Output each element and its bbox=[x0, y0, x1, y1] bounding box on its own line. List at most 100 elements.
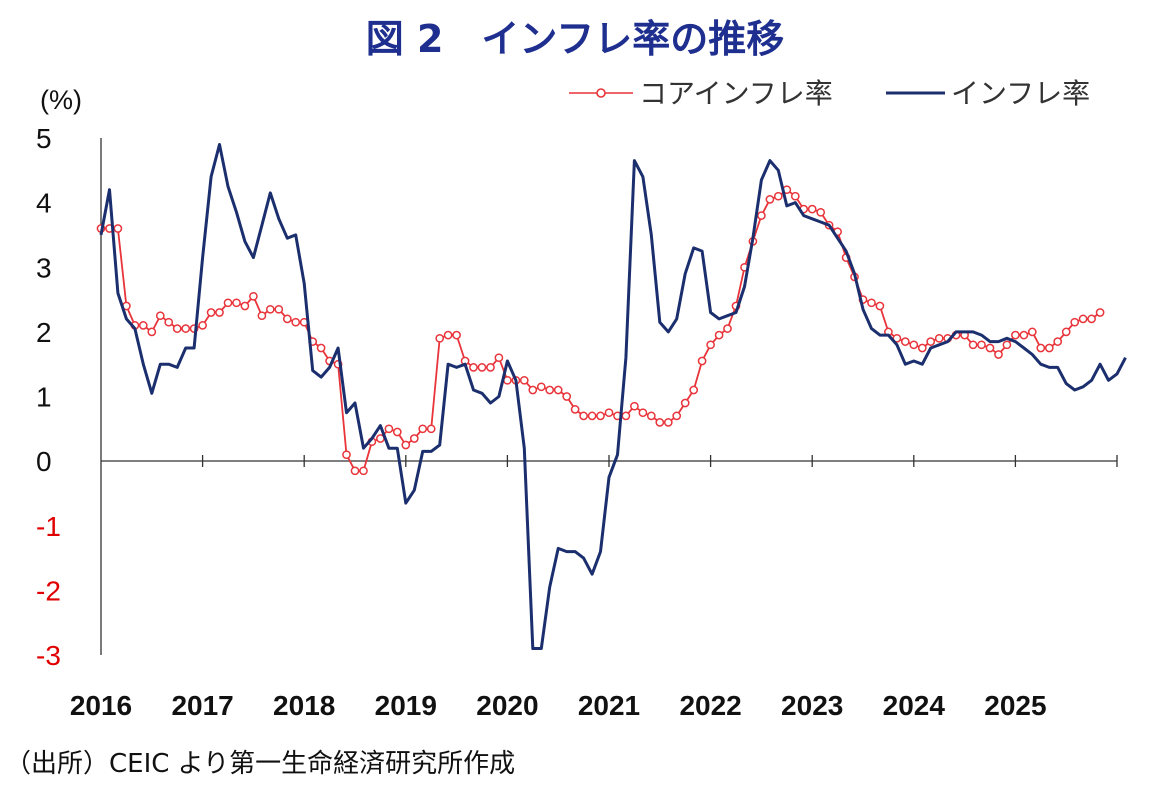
legend-core-marker bbox=[596, 88, 606, 98]
core-inflation-point bbox=[892, 333, 902, 343]
x-tick-label: 2018 bbox=[273, 690, 335, 721]
core-inflation-point bbox=[663, 418, 673, 427]
chart-title: 図 2 インフレ率の推移 bbox=[366, 17, 785, 61]
y-tick-label: 2 bbox=[36, 317, 52, 348]
core-inflation-point bbox=[257, 311, 267, 321]
core-inflation-point bbox=[155, 311, 165, 321]
x-tick-label: 2023 bbox=[781, 690, 843, 721]
core-inflation-point bbox=[486, 363, 495, 372]
core-inflation-point bbox=[900, 337, 910, 346]
core-inflation-point bbox=[147, 327, 157, 337]
core-inflation-point bbox=[714, 330, 724, 340]
core-inflation-point bbox=[206, 308, 216, 317]
y-tick-label: 4 bbox=[36, 188, 52, 219]
core-inflation-point bbox=[570, 405, 580, 414]
core-inflation-point bbox=[934, 333, 944, 343]
core-inflation-point bbox=[638, 408, 648, 418]
core-inflation-point bbox=[723, 324, 732, 333]
core-inflation-point bbox=[1095, 308, 1105, 317]
source-note: （出所）CEIC より第一生命経済研究所作成 bbox=[5, 749, 515, 779]
x-tick-label: 2016 bbox=[70, 690, 132, 721]
y-tick-labels: 5 4 3 2 1 0 -1 -2 -3 bbox=[36, 123, 61, 671]
core-inflation-point bbox=[443, 330, 453, 340]
core-inflation-point bbox=[392, 427, 402, 437]
core-inflation-point bbox=[240, 301, 250, 311]
core-inflation-point bbox=[138, 321, 148, 330]
core-inflation-point bbox=[680, 398, 690, 408]
core-inflation-point bbox=[172, 324, 182, 333]
core-inflation-point bbox=[816, 207, 826, 217]
core-inflation-point bbox=[587, 411, 597, 421]
core-inflation-point bbox=[316, 343, 326, 353]
core-inflation-point bbox=[875, 301, 885, 311]
core-inflation-point bbox=[113, 224, 123, 233]
x-tick-labels: 2016 2017 2018 2019 2020 2021 2022 2023 2024 2025 bbox=[70, 690, 1047, 721]
y-tick-label: -1 bbox=[36, 511, 61, 542]
core-inflation-point bbox=[282, 314, 292, 324]
core-inflation-point bbox=[418, 424, 428, 434]
core-inflation-point bbox=[181, 324, 191, 333]
y-tick-label: 1 bbox=[36, 382, 52, 413]
core-inflation-point bbox=[350, 466, 360, 476]
core-inflation-point bbox=[604, 408, 614, 418]
core-inflation-point bbox=[672, 411, 682, 421]
core-inflation-point bbox=[596, 411, 605, 421]
y-tick-label: -2 bbox=[36, 575, 61, 606]
x-tick-label: 2024 bbox=[883, 690, 946, 721]
core-inflation-point bbox=[1070, 317, 1080, 327]
core-inflation-point bbox=[359, 466, 368, 476]
x-tick-label: 2025 bbox=[984, 690, 1046, 721]
core-inflation-point bbox=[536, 382, 546, 392]
x-tick-marks bbox=[201, 455, 1118, 467]
core-inflation-point bbox=[401, 440, 411, 450]
legend-headline-label: インフレ率 bbox=[951, 77, 1090, 110]
core-inflation-point bbox=[1078, 314, 1088, 324]
core-inflation-point bbox=[409, 434, 419, 443]
x-tick-label: 2017 bbox=[171, 690, 233, 721]
core-inflation-point bbox=[655, 418, 665, 427]
core-inflation-point bbox=[773, 191, 783, 201]
legend-core-label: コアインフレ率 bbox=[639, 77, 833, 110]
core-inflation-point bbox=[867, 298, 876, 308]
x-tick-label: 2020 bbox=[476, 690, 538, 721]
core-inflation-point bbox=[519, 375, 529, 385]
core-inflation-point bbox=[528, 385, 538, 395]
core-inflation-markers bbox=[96, 185, 1105, 476]
x-tick-label: 2021 bbox=[578, 690, 640, 721]
y-tick-label: 5 bbox=[36, 123, 52, 154]
core-inflation-point bbox=[553, 385, 563, 395]
core-inflation-point bbox=[1002, 340, 1012, 350]
core-inflation-point bbox=[646, 411, 656, 421]
core-inflation-point bbox=[494, 353, 504, 363]
x-tick-label: 2022 bbox=[679, 690, 741, 721]
y-tick-label: 0 bbox=[36, 446, 52, 477]
core-inflation-point bbox=[435, 333, 445, 343]
core-inflation-point bbox=[1011, 330, 1020, 340]
core-inflation-point bbox=[926, 337, 936, 346]
core-inflation-point bbox=[164, 317, 174, 327]
y-axis-unit: (%) bbox=[40, 85, 82, 115]
core-inflation-point bbox=[265, 304, 275, 314]
core-inflation-point bbox=[545, 385, 555, 395]
core-inflation-point bbox=[223, 298, 233, 308]
core-inflation-point bbox=[917, 343, 927, 353]
core-inflation-point bbox=[1019, 330, 1029, 340]
core-inflation-point bbox=[232, 298, 241, 308]
legend: コアインフレ率 インフレ率 bbox=[569, 77, 1090, 110]
core-inflation-point bbox=[291, 317, 301, 327]
core-inflation-point bbox=[249, 291, 258, 301]
series-line-headline-inflation bbox=[99, 143, 1127, 650]
core-inflation-point bbox=[1053, 337, 1063, 346]
core-inflation-point bbox=[1044, 343, 1054, 353]
core-inflation-point bbox=[477, 363, 487, 372]
core-inflation-point bbox=[274, 304, 284, 314]
core-inflation-point bbox=[630, 401, 639, 411]
core-inflation-point bbox=[1027, 327, 1037, 337]
core-inflation-point bbox=[909, 340, 919, 350]
core-inflation-point bbox=[689, 385, 699, 395]
core-inflation-point bbox=[994, 350, 1003, 359]
core-inflation-point bbox=[198, 321, 207, 330]
core-inflation-point bbox=[562, 392, 572, 401]
core-inflation-point bbox=[384, 424, 394, 434]
x-tick-label: 2019 bbox=[375, 690, 437, 721]
